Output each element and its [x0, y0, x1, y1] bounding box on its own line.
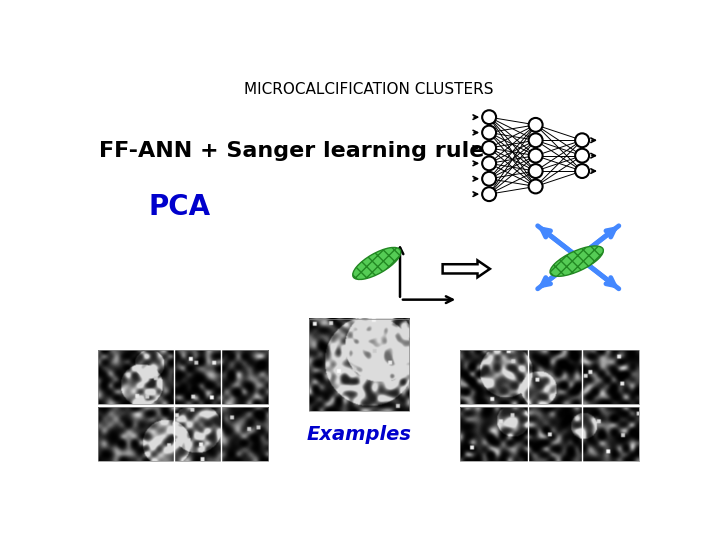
- Circle shape: [528, 164, 543, 178]
- Circle shape: [482, 110, 496, 124]
- Circle shape: [482, 141, 496, 155]
- Circle shape: [528, 118, 543, 132]
- Text: PCA: PCA: [148, 193, 210, 221]
- Bar: [461, 350, 639, 403]
- Circle shape: [482, 126, 496, 139]
- Text: Examples: Examples: [307, 425, 411, 444]
- Circle shape: [482, 187, 496, 201]
- Circle shape: [482, 172, 496, 186]
- Circle shape: [528, 133, 543, 147]
- Circle shape: [575, 148, 589, 163]
- Text: FF-ANN + Sanger learning rule: FF-ANN + Sanger learning rule: [99, 141, 485, 161]
- Bar: [98, 407, 269, 461]
- Ellipse shape: [550, 246, 603, 276]
- Circle shape: [575, 164, 589, 178]
- Circle shape: [575, 133, 589, 147]
- Bar: [309, 319, 409, 411]
- Bar: [98, 350, 269, 403]
- Bar: [461, 407, 639, 461]
- Ellipse shape: [353, 247, 401, 280]
- Circle shape: [528, 179, 543, 193]
- Circle shape: [482, 157, 496, 170]
- Circle shape: [528, 148, 543, 163]
- Text: MICROCALCIFICATION CLUSTERS: MICROCALCIFICATION CLUSTERS: [244, 82, 494, 97]
- FancyArrow shape: [443, 260, 490, 278]
